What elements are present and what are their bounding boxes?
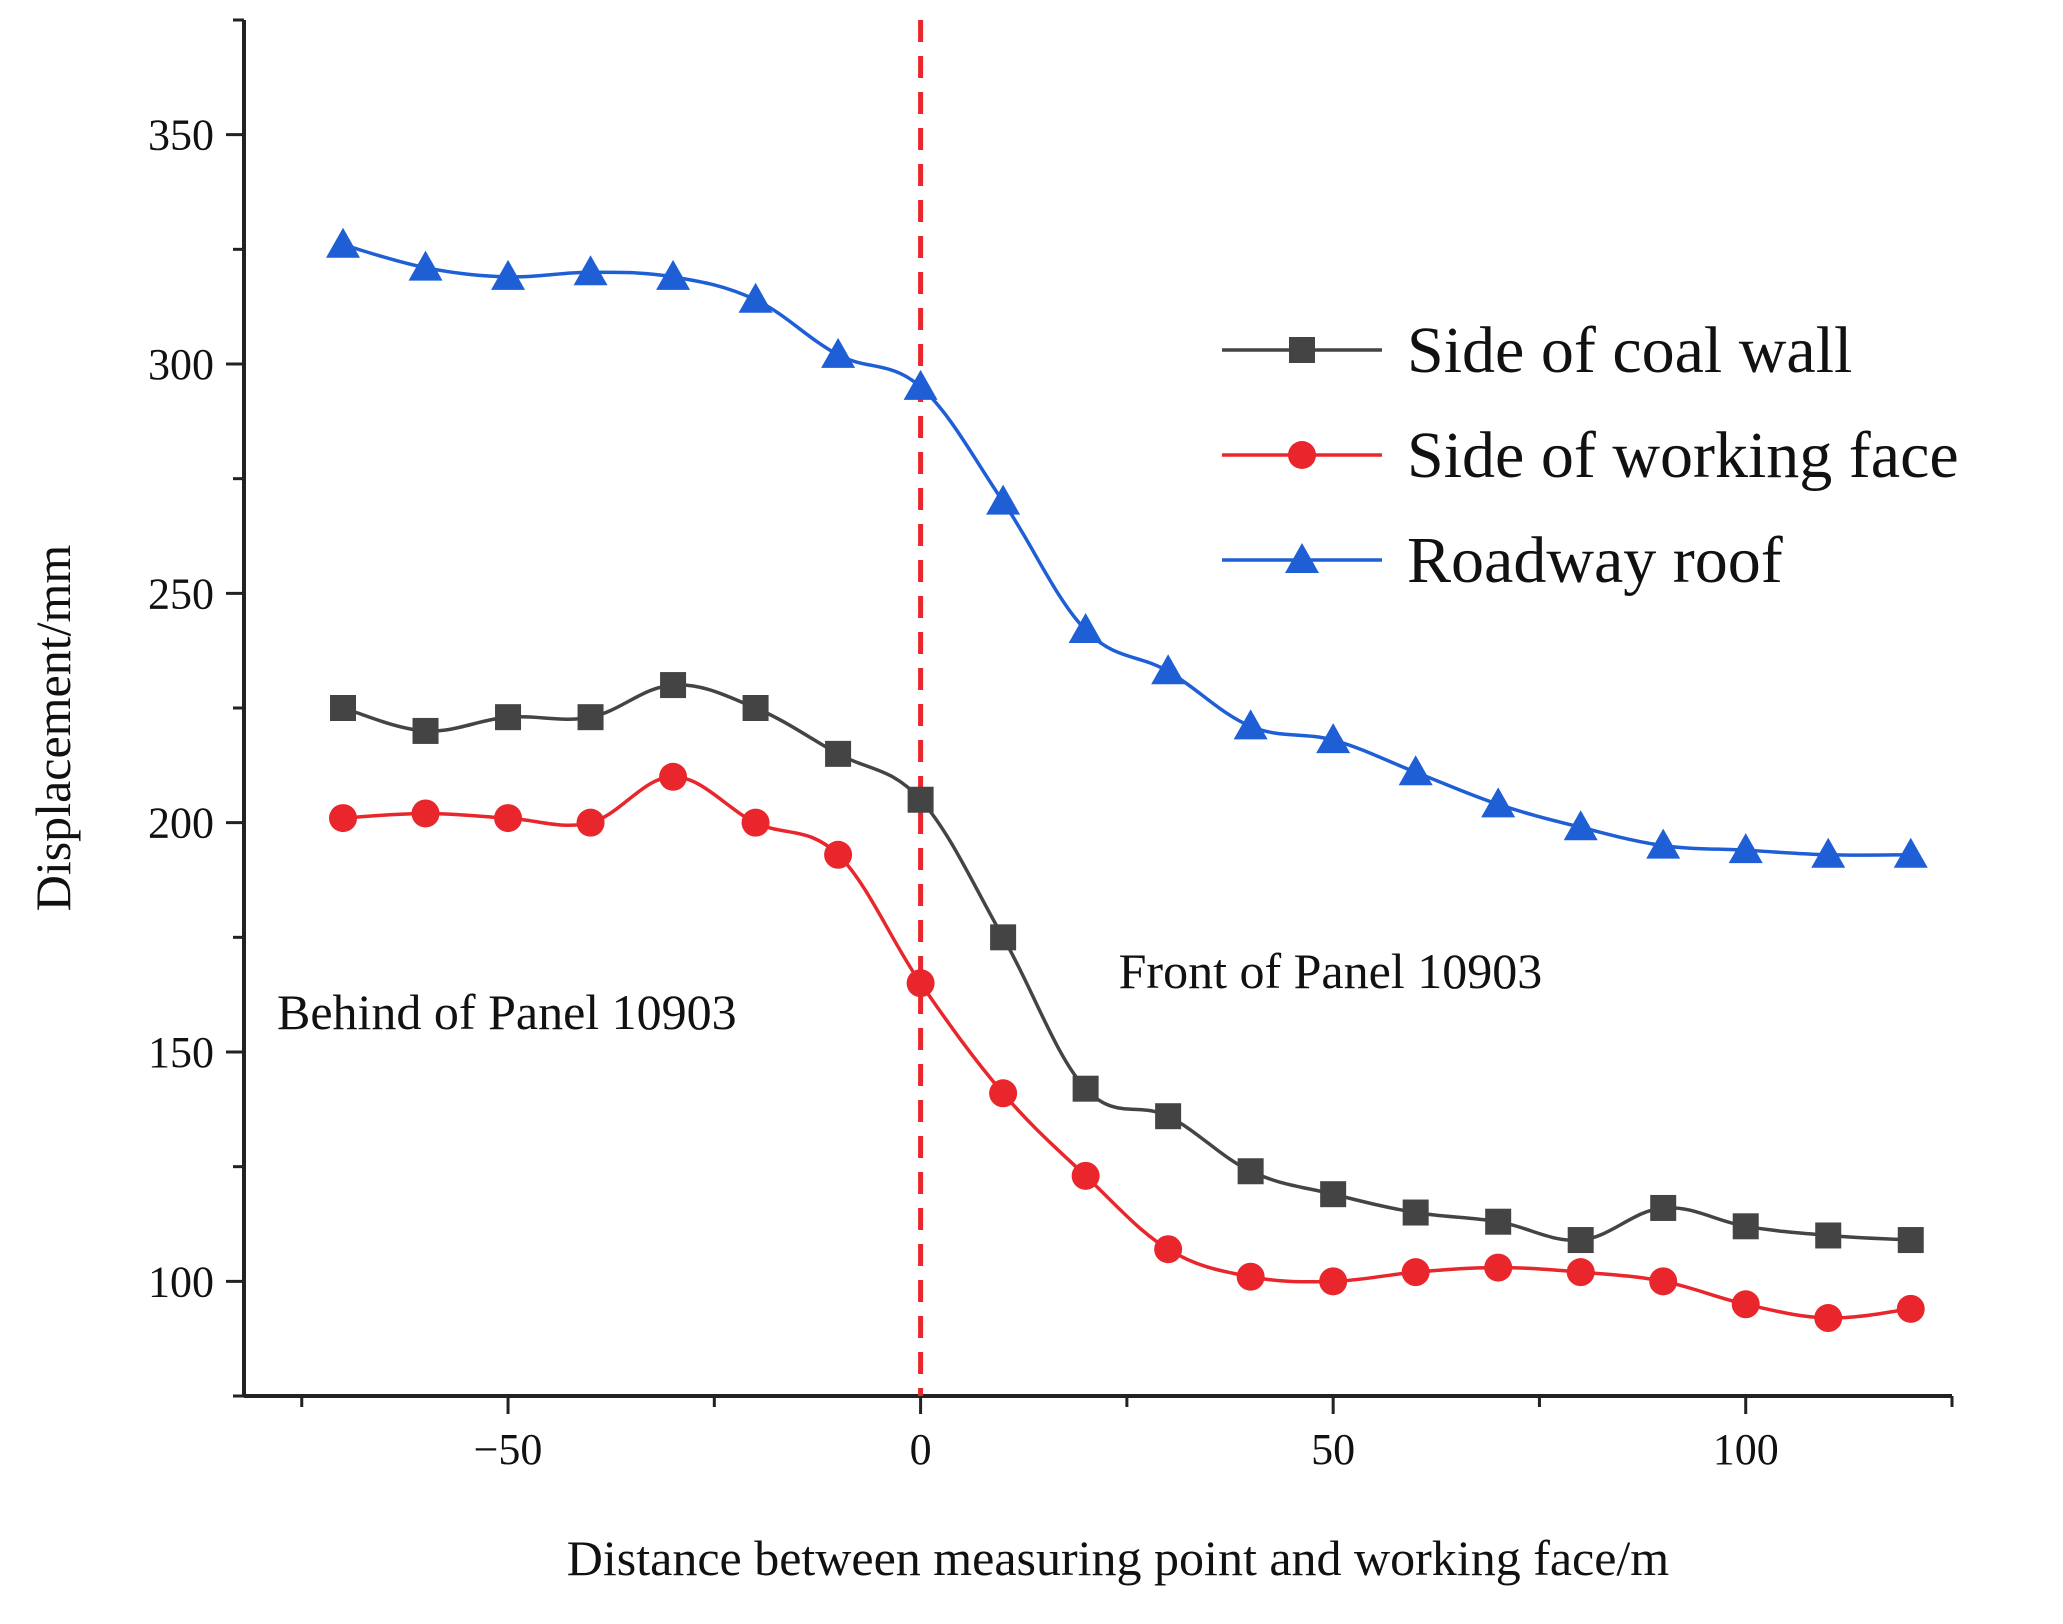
- x-tick-label: 50: [1311, 1425, 1355, 1474]
- data-point: [1567, 1227, 1594, 1254]
- legend-label: Roadway roof: [1407, 524, 1783, 597]
- legend-item: Side of coal wall: [1222, 314, 1852, 387]
- data-point: [491, 259, 526, 290]
- y-tick-label: 200: [148, 799, 214, 848]
- data-point: [573, 255, 608, 286]
- data-point: [1649, 1267, 1678, 1296]
- data-point: [1811, 837, 1846, 868]
- data-point: [1897, 1227, 1924, 1254]
- x-tick-label: 0: [910, 1425, 932, 1474]
- legend-item: Side of working face: [1222, 419, 1959, 492]
- data-point: [412, 717, 439, 744]
- data-point: [656, 259, 691, 290]
- data-point: [495, 704, 522, 731]
- data-point: [1815, 1222, 1842, 1249]
- series-side-of-working-face: [329, 762, 1925, 1333]
- series-line: [342, 775, 1911, 1320]
- data-point: [1732, 1213, 1759, 1240]
- x-axis-title: Distance between measuring point and wor…: [567, 1530, 1670, 1586]
- annotations-group: Front of Panel 10903 Behind of Panel 1090…: [277, 943, 1542, 1040]
- data-point: [1151, 654, 1186, 685]
- data-point: [576, 808, 605, 837]
- y-tick-label: 300: [148, 340, 214, 389]
- data-point: [1728, 833, 1763, 864]
- data-point: [411, 799, 440, 828]
- y-axis-title: Displacement/mm: [25, 545, 81, 912]
- data-point: [1896, 1294, 1925, 1323]
- x-tick-label: −50: [474, 1425, 543, 1474]
- data-point: [907, 786, 934, 813]
- data-point: [1731, 1290, 1760, 1319]
- data-point: [1155, 1103, 1182, 1130]
- y-tick-label: 350: [148, 111, 214, 160]
- data-point: [1236, 1262, 1265, 1291]
- data-point: [824, 840, 853, 869]
- data-point: [1398, 755, 1433, 786]
- data-point: [1233, 709, 1268, 740]
- legend-marker: [1285, 543, 1319, 573]
- y-tick-label: 250: [148, 569, 214, 618]
- data-point: [1646, 828, 1681, 859]
- series-side-of-coal-wall: [330, 672, 1924, 1254]
- data-point: [825, 740, 852, 767]
- annotation-front-of-panel: Front of Panel 10903: [1119, 943, 1543, 999]
- legend: Side of coal wall Side of working face Roa…: [1222, 314, 1959, 597]
- data-point: [1650, 1194, 1677, 1221]
- data-point: [1237, 1158, 1264, 1185]
- data-point: [408, 250, 443, 281]
- data-point: [1068, 613, 1103, 644]
- annotation-behind-of-panel: Behind of Panel 10903: [277, 984, 737, 1040]
- legend-item: Roadway roof: [1222, 524, 1783, 597]
- data-point: [1154, 1235, 1183, 1264]
- data-point: [1481, 787, 1516, 818]
- data-point: [1401, 1258, 1430, 1287]
- data-point: [738, 282, 773, 313]
- legend-label: Side of working face: [1407, 419, 1959, 492]
- data-point: [577, 704, 604, 731]
- data-point: [903, 369, 938, 400]
- legend-label: Side of coal wall: [1407, 314, 1852, 387]
- data-point: [906, 969, 935, 998]
- data-point: [741, 808, 770, 837]
- data-point: [1814, 1304, 1843, 1333]
- data-point: [659, 762, 688, 791]
- data-point: [1563, 810, 1598, 841]
- data-point: [986, 484, 1021, 515]
- data-point: [1320, 1181, 1347, 1208]
- y-tick-label: 150: [148, 1028, 214, 1077]
- data-point: [1484, 1253, 1513, 1282]
- series-line: [342, 243, 1911, 857]
- data-point: [1319, 1267, 1348, 1296]
- data-point: [1402, 1199, 1429, 1226]
- data-point: [494, 804, 523, 833]
- data-point: [742, 695, 769, 721]
- axes: 100 150 200 250 300 350 −50 0 50 100 Distance betw…: [25, 18, 1954, 1586]
- data-point: [330, 695, 357, 721]
- data-point: [1893, 837, 1928, 868]
- series-group: [326, 227, 1928, 1333]
- x-tick-label: 100: [1713, 1425, 1779, 1474]
- series-line: [342, 683, 1911, 1243]
- legend-marker: [1289, 337, 1315, 363]
- data-point: [1071, 1161, 1100, 1190]
- y-tick-label: 100: [148, 1257, 214, 1306]
- data-point: [821, 337, 856, 368]
- data-point: [326, 227, 361, 258]
- data-point: [990, 924, 1017, 951]
- data-point: [660, 672, 687, 699]
- data-point: [1566, 1258, 1595, 1287]
- data-point: [1485, 1208, 1512, 1235]
- series-roadway-roof: [326, 227, 1928, 868]
- data-point: [329, 804, 358, 833]
- data-point: [989, 1079, 1018, 1108]
- data-point: [1316, 723, 1351, 754]
- legend-marker: [1288, 441, 1316, 469]
- data-point: [1072, 1075, 1099, 1102]
